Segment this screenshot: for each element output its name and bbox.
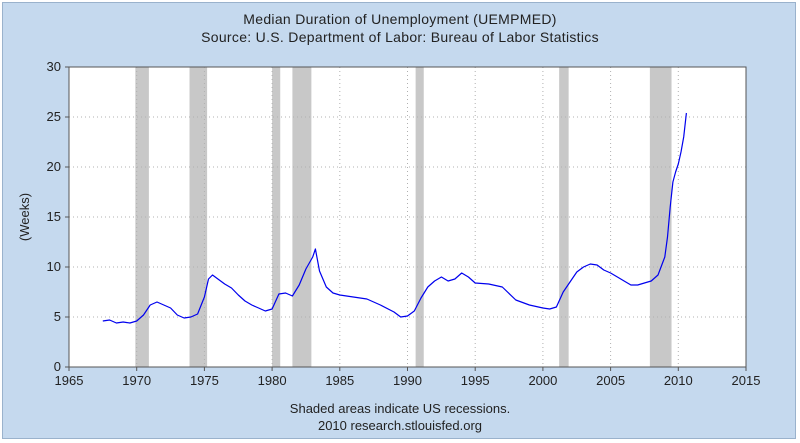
chart-title: Median Duration of Unemployment (UEMPMED… — [243, 11, 557, 27]
recession-band — [272, 67, 281, 367]
y-axis: 0 5 10 15 20 25 30 — [47, 59, 69, 374]
x-tick-label: 1995 — [461, 373, 490, 388]
x-tick-label: 1975 — [190, 373, 219, 388]
x-tick-label: 1990 — [393, 373, 422, 388]
x-tick-label: 2010 — [664, 373, 693, 388]
x-tick-label: 2000 — [528, 373, 557, 388]
x-tick-label: 2015 — [732, 373, 761, 388]
recession-band — [649, 67, 672, 367]
series-layer — [102, 112, 687, 324]
x-tick-label: 2005 — [596, 373, 625, 388]
y-tick-label: 30 — [47, 59, 61, 74]
y-tick-label: 15 — [47, 209, 61, 224]
x-axis: 1965 1970 1975 1980 1985 1990 1995 2000 2005 2010… — [55, 367, 761, 388]
recession-note: Shaded areas indicate US recessions. — [289, 401, 511, 416]
y-axis-label: (Weeks) — [17, 193, 32, 241]
y-tick-label: 5 — [54, 309, 61, 324]
source-credit: 2010 research.stlouisfed.org — [317, 418, 483, 433]
y-tick-label: 20 — [47, 159, 61, 174]
line-chart: 1965 1970 1975 1980 1985 1990 1995 2000 2005 2010… — [17, 59, 761, 388]
recession-band — [189, 67, 208, 367]
chart-frame: Median Duration of Unemployment (UEMPMED… — [2, 2, 796, 439]
x-tick-label: 1965 — [55, 373, 84, 388]
x-tick-label: 1985 — [325, 373, 354, 388]
recession-band — [559, 67, 569, 367]
recession-band — [415, 67, 424, 367]
y-tick-label: 10 — [47, 259, 61, 274]
y-tick-label: 25 — [47, 109, 61, 124]
recession-band — [135, 67, 149, 367]
series-line — [102, 112, 687, 324]
y-tick-label: 0 — [54, 359, 61, 374]
x-tick-label: 1980 — [258, 373, 287, 388]
chart-subtitle: Source: U.S. Department of Labor: Bureau… — [201, 29, 599, 45]
x-tick-label: 1970 — [122, 373, 151, 388]
